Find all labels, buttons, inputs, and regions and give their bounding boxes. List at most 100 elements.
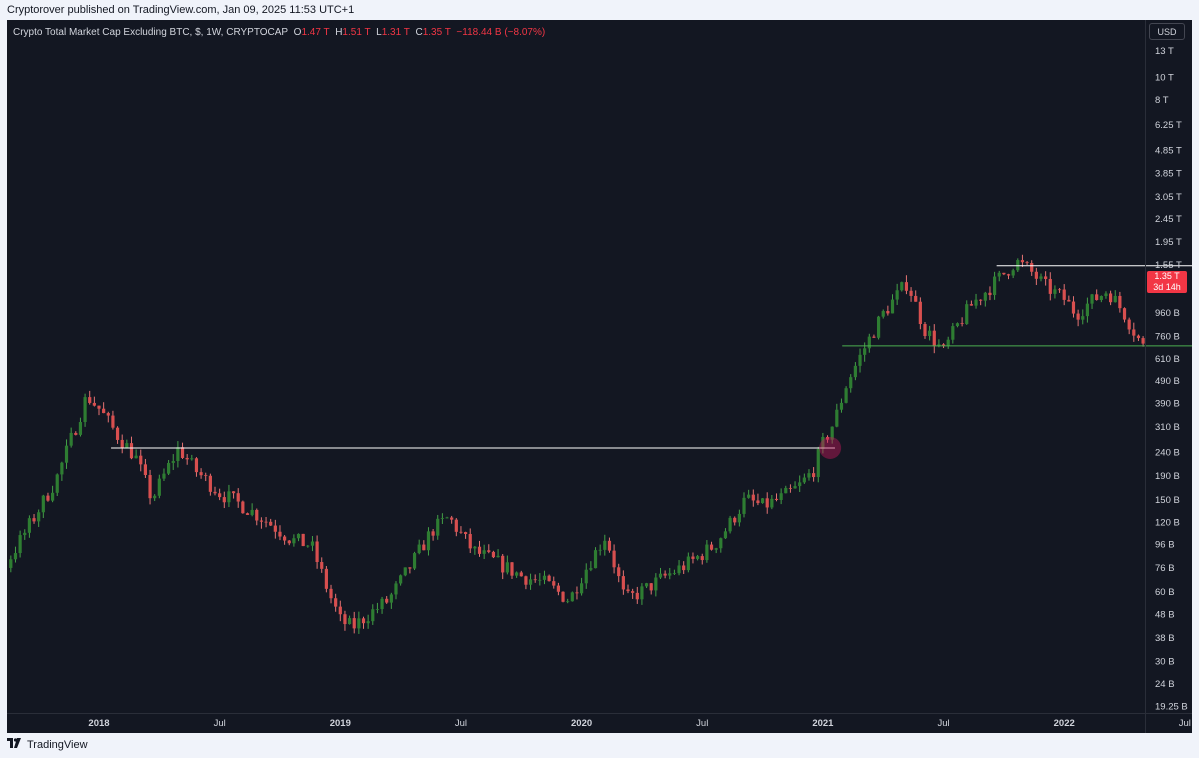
legend-open-value: 1.47 T	[301, 27, 330, 38]
candle-body	[148, 475, 152, 499]
candle-body	[88, 397, 92, 403]
candle-body	[180, 447, 185, 458]
price-tick-label: 2.45 T	[1155, 214, 1182, 225]
legend-symbol: Crypto Total Market Cap Excluding BTC, $…	[13, 27, 289, 38]
candle-body	[171, 460, 175, 463]
candle-body	[895, 290, 899, 300]
candle-body	[208, 475, 212, 492]
brand[interactable]: TradingView	[7, 738, 88, 751]
candle-body	[992, 276, 997, 296]
candle-body	[60, 462, 64, 475]
time-tick-label: Jul	[937, 718, 949, 729]
currency-button[interactable]: USD	[1149, 23, 1185, 40]
candle-body	[886, 311, 890, 314]
candle-body	[519, 572, 523, 577]
time-tick-label: Jul	[214, 718, 226, 729]
candle-body	[1127, 319, 1131, 330]
candle-body	[343, 614, 347, 625]
price-tick-label: 24 B	[1155, 679, 1175, 690]
candle-body	[835, 409, 839, 427]
candle-body	[292, 538, 296, 544]
candle-body	[812, 473, 816, 478]
chart-svg[interactable]: 13 T 10 T 8 T 6.25 T 4.85 T 3.85 T 3.05 T 2.45 …	[7, 20, 1192, 733]
candle-body	[965, 304, 969, 325]
candle-body	[798, 482, 802, 487]
candle-body	[366, 621, 370, 624]
legend-change: −118.44 B (−8.07%)	[456, 27, 546, 38]
candle-body	[528, 579, 533, 585]
candle-body	[631, 591, 635, 593]
time-tick-label: Jul	[696, 718, 708, 729]
candle-body	[918, 301, 922, 325]
candle-body	[1132, 329, 1136, 336]
price-tick-label: 310 B	[1155, 422, 1180, 433]
legend-open-label: O	[293, 27, 302, 38]
candle-body	[909, 290, 913, 296]
candle-body	[663, 573, 667, 576]
price-tick-label: 4.85 T	[1155, 145, 1182, 156]
candle-body	[733, 517, 737, 523]
candle-body	[115, 427, 120, 440]
candle-body	[27, 518, 31, 533]
candle-body	[575, 592, 579, 594]
legend-low-value: 1.31 T	[381, 27, 410, 38]
candle-body	[50, 492, 55, 501]
candle-body	[477, 546, 482, 554]
last-price-tag: 1.35 T 3d 14h	[1147, 271, 1187, 293]
price-axis: 13 T 10 T 8 T 6.25 T 4.85 T 3.85 T 3.05 T 2.45 …	[1145, 20, 1188, 733]
candle-body	[236, 493, 240, 502]
candle-body	[347, 618, 352, 625]
candle-body	[946, 339, 950, 346]
candle-body	[357, 618, 361, 629]
last-price-value: 1.35 T	[1154, 271, 1180, 281]
candle-body	[487, 550, 491, 552]
candle-body	[301, 533, 305, 547]
candle-body	[23, 532, 27, 536]
candle-body	[742, 497, 746, 514]
candle-body	[1044, 276, 1048, 279]
candle-body	[849, 377, 853, 389]
candle-body	[737, 513, 741, 523]
candle-body	[617, 567, 621, 577]
candle-body	[287, 540, 291, 544]
candle-body	[64, 445, 69, 463]
candle-body	[547, 575, 551, 582]
candle-body	[273, 525, 277, 532]
candle-body	[714, 548, 718, 550]
candle-body	[245, 513, 250, 515]
price-tick-label: 390 B	[1155, 399, 1180, 410]
candle-body	[417, 544, 421, 554]
candle-body	[389, 594, 393, 603]
candle-body	[213, 491, 217, 494]
candle-body	[218, 493, 222, 498]
candle-body	[264, 521, 268, 523]
candle-body	[222, 497, 226, 503]
candle-body	[1048, 278, 1052, 294]
candle-body	[658, 573, 663, 578]
candle-body	[830, 426, 834, 440]
chart-area[interactable]: 13 T 10 T 8 T 6.25 T 4.85 T 3.85 T 3.05 T 2.45 …	[7, 20, 1192, 733]
candle-body	[1122, 308, 1127, 320]
candles-layer	[9, 254, 1145, 634]
published-text: Cryptorover published on TradingView.com…	[7, 4, 355, 16]
candle-body	[923, 324, 927, 337]
candle-body	[515, 572, 519, 576]
candle-body	[593, 550, 598, 569]
candle-body	[436, 518, 440, 536]
price-tick-label: 8 T	[1155, 95, 1169, 106]
tradingview-logo-icon	[7, 738, 23, 751]
price-tick-label: 760 B	[1155, 332, 1180, 343]
candle-body	[858, 354, 862, 366]
candle-body	[969, 304, 973, 306]
candle-body	[463, 532, 468, 535]
candle-body	[231, 491, 236, 494]
candle-body	[580, 583, 584, 594]
candle-body	[482, 550, 486, 554]
candle-body	[129, 443, 134, 459]
candle-body	[867, 336, 871, 349]
legend-low-label: L	[376, 27, 382, 38]
candle-body	[649, 583, 653, 591]
candle-body	[1118, 295, 1122, 309]
candle-body	[807, 473, 811, 478]
candle-body	[533, 579, 537, 581]
